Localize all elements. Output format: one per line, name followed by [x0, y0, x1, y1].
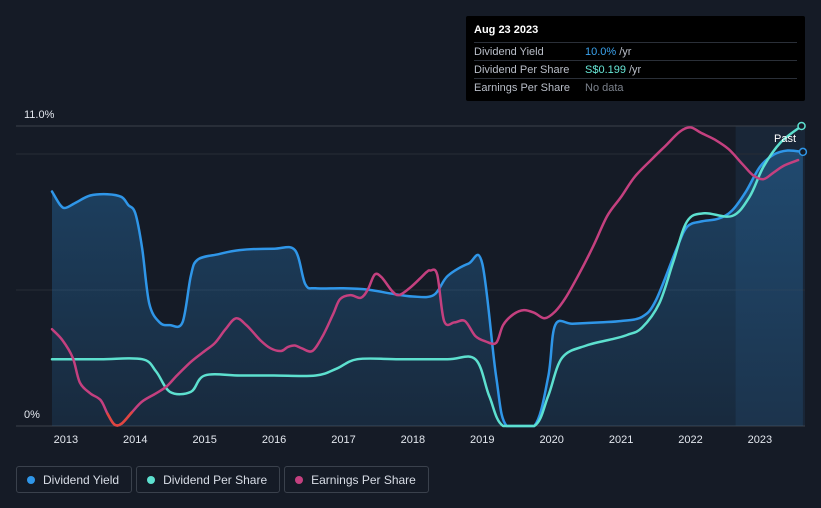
dividend-yield-area [52, 150, 803, 426]
legend-item-earnings-per-share[interactable]: Earnings Per Share [284, 466, 429, 493]
legend-dot-icon [147, 475, 156, 484]
y-axis-top-label: 11.0% [24, 109, 55, 121]
tooltip-row-earnings-per-share: Earnings Per Share No data [474, 78, 797, 96]
past-label: Past [774, 133, 796, 145]
dividend-yield-end-marker[interactable] [798, 147, 808, 157]
dividend-per-share-line[interactable] [50, 124, 803, 428]
x-tick-label: 2017 [331, 434, 355, 446]
earnings-per-share-low-segment [106, 411, 134, 427]
legend-dot-icon [295, 475, 304, 484]
chart-legend: Dividend Yield Dividend Per Share Earnin… [16, 466, 429, 493]
tooltip-panel: Aug 23 2023 Dividend Yield 10.0% /yr Div… [466, 16, 805, 101]
legend-label: Earnings Per Share [311, 472, 416, 487]
legend-label: Dividend Per Share [163, 472, 268, 487]
tooltip-row-label: Dividend Per Share [474, 63, 570, 76]
legend-dot-icon [27, 475, 35, 484]
x-tick-label: 2019 [470, 434, 494, 446]
x-tick-label: 2014 [123, 434, 147, 446]
tooltip-row-dividend-per-share: Dividend Per Share S$0.199 /yr [474, 60, 797, 78]
dividend-yield-line[interactable] [50, 149, 805, 428]
tooltip-date: Aug 23 2023 [474, 24, 539, 36]
tooltip-row-value: S$0.199 [585, 63, 626, 76]
series-layer [50, 124, 805, 428]
tooltip-row-unit: /yr [628, 63, 642, 76]
x-tick-label: 2015 [192, 434, 216, 446]
tooltip-row-label: Dividend Yield [474, 45, 544, 58]
tooltip-row-dividend-yield: Dividend Yield 10.0% /yr [474, 42, 797, 60]
x-tick-label: 2013 [54, 434, 78, 446]
tooltip-row-value: 10.0% [585, 45, 617, 58]
tooltip-row-value: No data [585, 81, 624, 94]
x-tick-label: 2016 [262, 434, 286, 446]
legend-item-dividend-yield[interactable]: Dividend Yield [16, 466, 133, 493]
x-tick-label: 2020 [539, 434, 563, 446]
legend-label: Dividend Yield [43, 472, 120, 487]
earnings-per-share-line[interactable] [50, 126, 800, 427]
x-tick-label: 2018 [401, 434, 425, 446]
x-tick-label: 2023 [748, 434, 772, 446]
dividend-per-share-end-marker[interactable] [797, 121, 806, 131]
legend-item-dividend-per-share[interactable]: Dividend Per Share [136, 466, 281, 493]
x-tick-label: 2021 [609, 434, 633, 446]
tooltip-row-unit: /yr [619, 45, 632, 58]
y-axis-bottom-label: 0% [24, 409, 40, 421]
x-axis-ticks: 2013 2014 2015 2016 2017 2018 2019 2020 2021 2022… [54, 434, 772, 446]
x-tick-label: 2022 [678, 434, 702, 446]
tooltip-row-label: Earnings Per Share [474, 81, 570, 94]
